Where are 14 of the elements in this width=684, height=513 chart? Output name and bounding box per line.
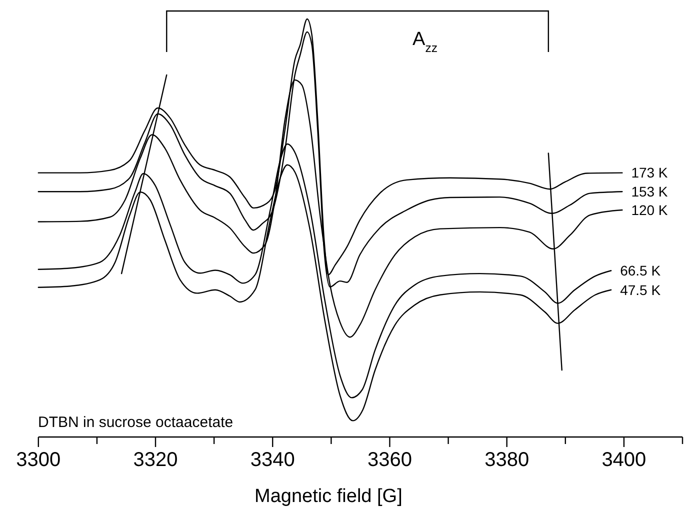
x-tick-label: 3340 xyxy=(250,449,295,471)
x-tick-label: 3400 xyxy=(602,449,646,471)
x-tick-label: 3300 xyxy=(16,449,61,471)
annotation: DTBN in sucrose octaacetate xyxy=(38,414,234,431)
x-axis-title: Magnetic field [G] xyxy=(254,486,402,507)
series-label: 173 K xyxy=(631,164,668,181)
series-label: 66.5 K xyxy=(620,262,662,279)
series-label: 120 K xyxy=(631,202,668,218)
x-tick-label: 3320 xyxy=(133,449,178,471)
series-label: 153 K xyxy=(631,184,668,200)
series-label: 47.5 K xyxy=(620,282,662,298)
x-tick-label: 3360 xyxy=(367,449,412,471)
annotation: A$_{zz}$ xyxy=(412,29,438,55)
x-tick-label: 3380 xyxy=(484,449,530,471)
